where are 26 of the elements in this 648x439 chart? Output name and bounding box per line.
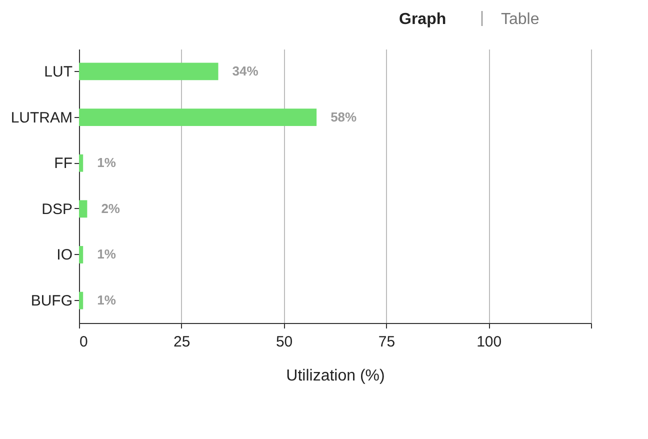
data-label: 1% (97, 155, 116, 170)
x-tick-label: 25 (174, 334, 190, 350)
data-label: 1% (97, 246, 116, 262)
x-tick-label: 100 (476, 334, 502, 350)
y-tick-label: DSP (42, 200, 72, 218)
bar (79, 200, 88, 218)
bar (79, 292, 84, 310)
y-tick-label: LUT (44, 63, 72, 80)
bar (79, 154, 84, 172)
x-tick-label: 0 (80, 334, 88, 350)
data-label: 34% (232, 63, 259, 78)
bar (79, 62, 218, 80)
x-tick-label: 50 (276, 334, 293, 350)
x-tick-label: 75 (378, 334, 396, 350)
text: Table (501, 11, 540, 28)
y-tick-label: IO (56, 246, 72, 264)
y-tick-label: BUFG (30, 292, 72, 310)
data-label: 2% (101, 200, 120, 216)
bar (79, 108, 317, 126)
x-axis-title: Utilization (%) (286, 368, 385, 384)
y-tick-label: LUTRAM (10, 109, 72, 126)
text: Graph (399, 11, 446, 28)
data-label: 1% (97, 292, 116, 308)
bar (79, 246, 84, 264)
y-tick-label: FF (54, 155, 72, 172)
data-label: 58% (330, 109, 358, 124)
